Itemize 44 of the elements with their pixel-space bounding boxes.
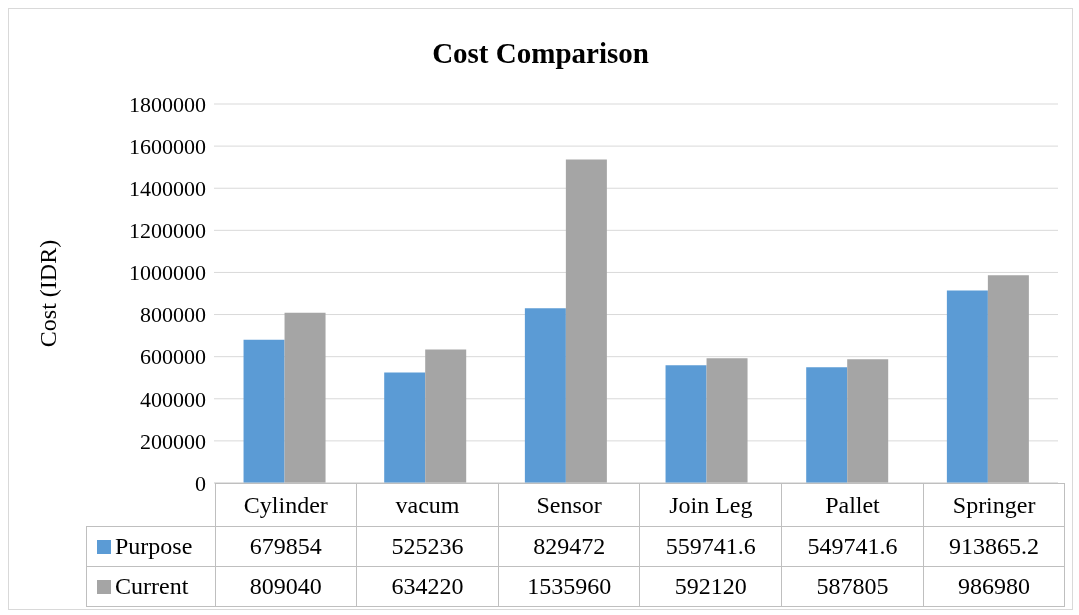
bar: [565, 159, 607, 483]
bar: [524, 308, 566, 483]
x-tick-label: Join Leg: [639, 483, 782, 527]
y-tick-label: 600000: [140, 344, 206, 370]
y-tick-label: 800000: [140, 302, 206, 328]
bar: [243, 339, 285, 483]
data-label: 549741.6: [781, 526, 924, 567]
bar: [284, 312, 326, 483]
bar: [806, 367, 848, 483]
data-label: 634220: [356, 566, 499, 607]
data-label: 679854: [215, 526, 357, 567]
y-tick-label: 1800000: [129, 91, 206, 117]
x-tick-label: vacum: [356, 483, 499, 527]
y-axis-title: Cost (IDR): [34, 239, 61, 348]
bar: [384, 372, 426, 483]
y-tick-label: 1600000: [129, 133, 206, 159]
x-tick-label: Springer: [923, 483, 1065, 527]
y-tick-label: 0: [195, 470, 206, 496]
data-label: 559741.6: [639, 526, 782, 567]
bar: [946, 290, 988, 483]
bar: [665, 365, 707, 483]
bar: [425, 349, 467, 483]
bar: [847, 359, 889, 483]
legend-label: Purpose: [86, 526, 215, 567]
y-tick-label: 1400000: [129, 176, 206, 202]
y-tick-label: 400000: [140, 386, 206, 412]
chart-title: Cost Comparison: [431, 37, 650, 70]
y-tick-label: 1200000: [129, 218, 206, 244]
y-tick-label: 1000000: [129, 260, 206, 286]
x-tick-label: Pallet: [781, 483, 924, 527]
data-label: 913865.2: [923, 526, 1065, 567]
y-tick-label: 200000: [140, 428, 206, 454]
data-label: 592120: [639, 566, 782, 607]
data-label: 809040: [215, 566, 357, 607]
data-label: 525236: [356, 526, 499, 567]
legend-label: Current: [86, 566, 215, 607]
data-label: 1535960: [498, 566, 640, 607]
data-label: 829472: [498, 526, 640, 567]
bar: [706, 358, 748, 483]
x-tick-label: Sensor: [498, 483, 640, 527]
data-label: 986980: [923, 566, 1065, 607]
data-label: 587805: [781, 566, 924, 607]
bar: [987, 275, 1029, 483]
x-tick-label: Cylinder: [215, 483, 357, 527]
